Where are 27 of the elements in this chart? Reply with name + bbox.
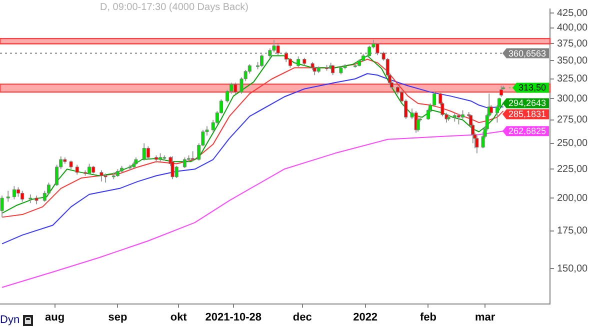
x-tick-label: okt <box>170 311 188 324</box>
y-tick-label: 325,00 <box>557 74 588 85</box>
x-tick-label: feb <box>420 311 437 324</box>
annotation: 294,2643 <box>508 98 546 108</box>
x-tick-label: 2021-10-28 <box>205 311 262 324</box>
text: Dyn <box>0 314 20 326</box>
x-tick-label: sep <box>108 311 128 324</box>
y-tick-label: 375,00 <box>557 38 588 50</box>
y-tick-label: 150,00 <box>557 263 588 274</box>
annotation: 262,6825 <box>508 126 546 136</box>
x-tick-label: 2022 <box>353 311 378 324</box>
chart-title: D, 09:00-17:30 (4000 Days Back) <box>100 2 248 13</box>
x-tick-label: mar <box>474 311 496 324</box>
y-tick-label: 300,00 <box>557 93 588 104</box>
y-tick-label: 425,00 <box>557 8 588 19</box>
y-tick-label: 275,00 <box>557 114 588 126</box>
annotation: 285,1831 <box>508 109 546 120</box>
y-tick-label: 200,00 <box>557 192 588 204</box>
x-tick-label: dec <box>292 311 312 324</box>
y-tick-label: 225,00 <box>557 164 588 175</box>
y-tick-label: 175,00 <box>557 226 588 237</box>
x-tick-label: aug <box>45 311 65 324</box>
y-tick-label: 350,00 <box>557 55 588 66</box>
annotation: 313,50 <box>518 82 546 93</box>
y-tick-label: 250,00 <box>557 138 588 150</box>
ref-line-label: 360,6563 <box>508 48 546 58</box>
y-tick-label: 400,00 <box>557 22 588 34</box>
